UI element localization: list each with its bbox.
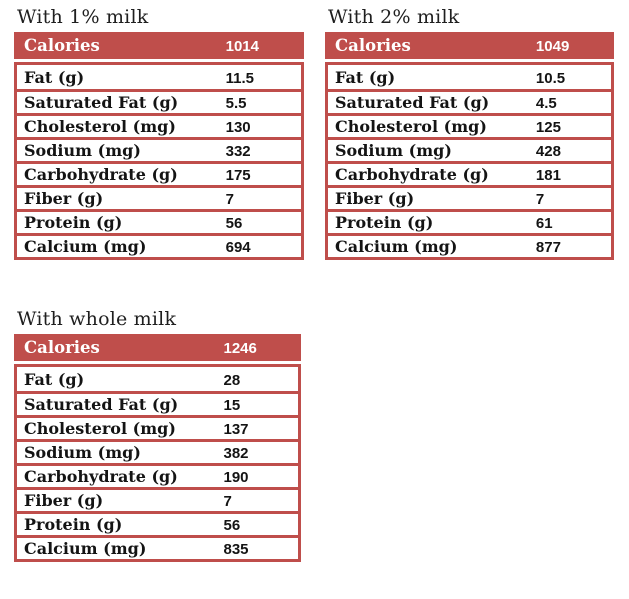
header-label: Calories [24,36,100,55]
row-value: 382 [223,445,249,462]
table-row: Calcium (mg) 877 [328,233,611,257]
header-body-divider [14,59,304,62]
table-row: Cholesterol (mg) 130 [17,113,301,137]
row-label: Cholesterol (mg) [335,117,487,136]
row-label: Carbohydrate (g) [24,467,178,486]
table-row: Fat (g) 28 [17,367,298,391]
table-row: Saturated Fat (g) 4.5 [328,89,611,113]
row-value: 10.5 [535,69,566,87]
row-label: Calcium (mg) [24,539,147,558]
row-label: Saturated Fat (g) [24,93,179,112]
row-value: 7 [535,191,545,208]
row-value: 4.5 [535,95,557,112]
row-label: Fat (g) [335,67,396,87]
header-body-divider [14,361,301,364]
table-row: Fat (g) 10.5 [328,65,611,89]
table-row: Sodium (mg) 382 [17,439,298,463]
row-label: Sodium (mg) [335,141,452,160]
table-row: Sodium (mg) 428 [328,137,611,161]
milk-1pct-section: With 1% milk Calories 1014 Fat (g) 11.5 … [14,6,304,260]
table-header-row: Calories 1049 [325,32,614,59]
row-value: 190 [223,469,249,486]
row-label: Fat (g) [24,67,85,87]
row-value: 11.5 [225,69,254,87]
table-row: Fat (g) 11.5 [17,65,301,89]
table-row: Calcium (mg) 694 [17,233,301,257]
row-label: Carbohydrate (g) [24,165,178,184]
row-value: 28 [223,371,241,389]
table-body: Fat (g) 10.5 Saturated Fat (g) 4.5 Chole… [325,62,614,260]
row-label: Fiber (g) [24,491,104,510]
row-label: Protein (g) [335,213,434,232]
table-header-row: Calories 1014 [14,32,304,59]
header-value: 1014 [225,38,259,55]
row-label: Cholesterol (mg) [24,117,176,136]
whole-milk-section: With whole milk Calories 1246 Fat (g) 28… [14,308,301,562]
table-title: With 1% milk [17,6,149,28]
row-label: Carbohydrate (g) [335,165,489,184]
row-label: Calcium (mg) [335,237,458,256]
table-body: Fat (g) 11.5 Saturated Fat (g) 5.5 Chole… [14,62,304,260]
table-row: Saturated Fat (g) 15 [17,391,298,415]
table-row: Fiber (g) 7 [328,185,611,209]
table-row: Protein (g) 56 [17,209,301,233]
table-row: Sodium (mg) 332 [17,137,301,161]
table-row: Cholesterol (mg) 137 [17,415,298,439]
row-value: 877 [535,239,561,256]
row-label: Fiber (g) [24,189,104,208]
row-value: 175 [225,167,251,184]
header-value: 1246 [223,340,257,357]
table-title: With whole milk [17,308,177,330]
table-row: Fiber (g) 7 [17,487,298,511]
row-label: Sodium (mg) [24,443,141,462]
row-value: 835 [223,541,249,558]
header-body-divider [325,59,614,62]
table-row: Protein (g) 61 [328,209,611,233]
table-row: Protein (g) 56 [17,511,298,535]
table-title: With 2% milk [328,6,460,28]
table-header-row: Calories 1246 [14,334,301,361]
table-row: Calcium (mg) 835 [17,535,298,559]
row-value: 56 [225,215,243,232]
row-value: 181 [535,167,561,184]
milk-2pct-section: With 2% milk Calories 1049 Fat (g) 10.5 … [325,6,614,260]
row-label: Protein (g) [24,213,123,232]
header-label: Calories [335,36,411,55]
table-row: Carbohydrate (g) 181 [328,161,611,185]
row-label: Saturated Fat (g) [24,395,179,414]
table-row: Fiber (g) 7 [17,185,301,209]
row-value: 61 [535,215,553,232]
table-row: Cholesterol (mg) 125 [328,113,611,137]
row-value: 332 [225,143,251,160]
row-value: 130 [225,119,251,136]
row-value: 125 [535,119,561,136]
row-value: 7 [225,191,234,208]
row-value: 694 [225,239,251,256]
header-value: 1049 [535,38,570,55]
row-value: 137 [223,421,249,438]
table-row: Carbohydrate (g) 190 [17,463,298,487]
table-row: Carbohydrate (g) 175 [17,161,301,185]
row-label: Sodium (mg) [24,141,141,160]
row-label: Calcium (mg) [24,237,147,256]
row-value: 15 [223,397,241,414]
table-row: Saturated Fat (g) 5.5 [17,89,301,113]
row-label: Cholesterol (mg) [24,419,176,438]
row-label: Fat (g) [24,369,85,389]
row-value: 56 [223,517,241,534]
row-value: 428 [535,143,561,160]
table-body: Fat (g) 28 Saturated Fat (g) 15 Choleste… [14,364,301,562]
row-value: 7 [223,493,232,510]
row-label: Saturated Fat (g) [335,93,490,112]
row-label: Protein (g) [24,515,123,534]
row-label: Fiber (g) [335,189,415,208]
header-label: Calories [24,338,100,357]
row-value: 5.5 [225,95,247,112]
